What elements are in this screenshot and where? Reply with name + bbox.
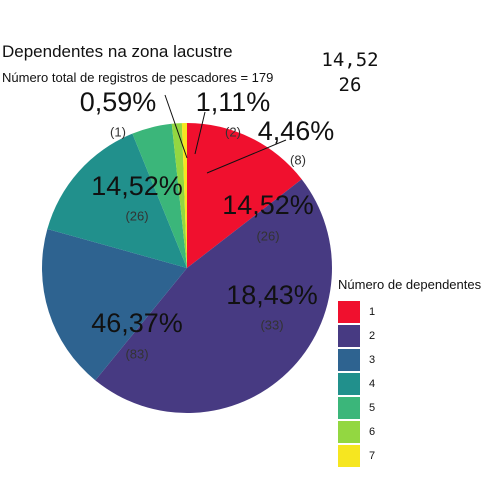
percent-label-4: 14,52% <box>222 190 314 220</box>
count-label-2: (83) <box>125 346 148 361</box>
count-label-7: (1) <box>110 124 126 139</box>
legend-label-7: 7 <box>369 450 375 462</box>
legend-item-6: 6 <box>338 420 481 444</box>
legend-label-2: 2 <box>369 330 375 342</box>
percent-label-6: 1,11% <box>196 87 271 117</box>
legend-items: 1 2 3 4 5 6 7 <box>338 300 481 468</box>
legend-label-6: 6 <box>369 426 375 438</box>
count-label-3: (33) <box>260 317 283 332</box>
count-label-6: (2) <box>225 124 241 139</box>
legend-item-5: 5 <box>338 396 481 420</box>
legend-label-5: 5 <box>369 402 375 414</box>
legend-key-6 <box>338 421 360 443</box>
legend-key-4 <box>338 373 360 395</box>
percent-label-3: 18,43% <box>226 280 318 310</box>
count-label-5: (8) <box>290 152 306 167</box>
legend-key-7 <box>338 445 360 467</box>
legend-item-2: 2 <box>338 324 481 348</box>
legend-title: Número de dependentes <box>338 277 481 292</box>
legend-label-1: 1 <box>369 306 375 318</box>
legend-label-3: 3 <box>369 354 375 366</box>
legend: Número de dependentes 1 2 3 4 5 6 7 <box>338 277 481 468</box>
legend-item-3: 3 <box>338 348 481 372</box>
legend-key-1 <box>338 301 360 323</box>
percent-label-2: 46,37% <box>91 308 183 338</box>
legend-key-2 <box>338 325 360 347</box>
count-label-4: (26) <box>256 228 279 243</box>
percent-label-1: 14,52% <box>91 171 183 201</box>
count-label-1: (26) <box>125 208 148 223</box>
legend-key-5 <box>338 397 360 419</box>
legend-key-3 <box>338 349 360 371</box>
percent-label-7: 0,59% <box>80 87 157 117</box>
percent-label-5: 4,46% <box>258 116 335 146</box>
legend-item-1: 1 <box>338 300 481 324</box>
legend-item-7: 7 <box>338 444 481 468</box>
legend-item-4: 4 <box>338 372 481 396</box>
legend-label-4: 4 <box>369 378 375 390</box>
